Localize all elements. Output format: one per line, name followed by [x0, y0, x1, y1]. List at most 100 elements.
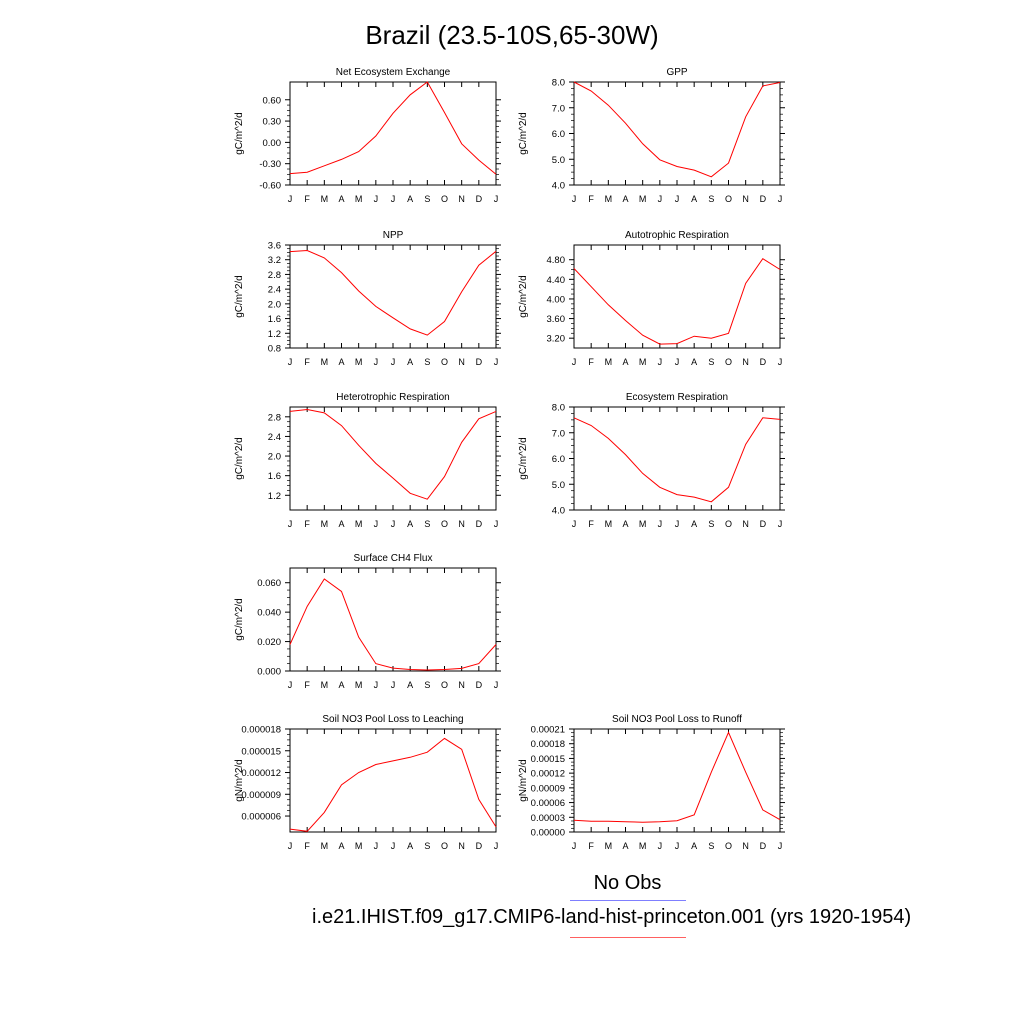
y-axis-label: gC/m^2/d: [518, 437, 529, 480]
x-tick-label: N: [458, 357, 465, 367]
y-tick-label: 5.0: [552, 480, 565, 491]
y-tick-label: 3.60: [547, 314, 566, 325]
x-tick-label: F: [304, 680, 310, 690]
legend-run-label: i.e21.IHIST.f09_g17.CMIP6-land-hist-prin…: [312, 906, 912, 928]
x-tick-label: A: [407, 357, 413, 367]
y-tick-label: 4.00: [547, 294, 566, 305]
y-tick-label: 1.2: [268, 491, 281, 502]
x-tick-label: F: [304, 519, 310, 529]
x-tick-label: S: [708, 194, 714, 204]
plot-frame: [573, 244, 781, 349]
x-tick-label: J: [374, 357, 379, 367]
x-tick-label: M: [321, 519, 329, 529]
y-tick-label: 2.0: [268, 299, 281, 310]
x-tick-label: M: [605, 357, 613, 367]
x-tick-label: D: [760, 194, 767, 204]
x-tick-label: O: [725, 194, 732, 204]
y-tick-label: 0.00000: [531, 828, 565, 839]
y-tick-label: 7.0: [552, 103, 565, 114]
x-tick-label: S: [708, 357, 714, 367]
x-tick-label: J: [494, 680, 499, 690]
y-tick-label: 5.0: [552, 155, 565, 166]
x-tick-label: J: [391, 841, 396, 851]
chart-title: Net Ecosystem Exchange: [336, 67, 451, 78]
x-tick-label: J: [572, 841, 577, 851]
x-tick-label: J: [494, 194, 499, 204]
x-tick-label: M: [605, 841, 613, 851]
y-tick-label: 2.4: [268, 432, 281, 443]
x-tick-label: N: [742, 357, 749, 367]
x-tick-label: D: [476, 194, 483, 204]
y-tick-label: 0.000012: [241, 768, 281, 779]
y-tick-label: 0.000009: [241, 790, 281, 801]
x-tick-label: J: [288, 357, 293, 367]
x-tick-label: A: [338, 519, 344, 529]
x-tick-label: D: [760, 519, 767, 529]
x-tick-label: M: [355, 357, 363, 367]
x-tick-label: M: [321, 194, 329, 204]
x-tick-label: F: [304, 357, 310, 367]
x-tick-label: O: [441, 194, 448, 204]
y-tick-label: -0.60: [259, 181, 281, 192]
x-tick-label: D: [476, 519, 483, 529]
x-tick-label: J: [288, 194, 293, 204]
chart-title: Soil NO3 Pool Loss to Runoff: [612, 714, 742, 725]
x-tick-label: D: [760, 357, 767, 367]
x-tick-label: F: [304, 194, 310, 204]
legend-no-obs-label: No Obs: [593, 872, 662, 894]
y-tick-label: 6.0: [552, 129, 565, 140]
x-tick-label: A: [622, 519, 628, 529]
x-tick-label: J: [494, 519, 499, 529]
y-axis-label: gC/m^2/d: [518, 112, 529, 155]
x-tick-label: F: [588, 519, 594, 529]
y-axis-label: gC/m^2/d: [234, 112, 245, 155]
y-tick-label: 0.000: [257, 667, 281, 678]
x-tick-label: J: [778, 357, 783, 367]
series-line: [573, 417, 781, 503]
x-tick-label: J: [494, 357, 499, 367]
x-tick-label: N: [742, 194, 749, 204]
x-tick-label: J: [572, 194, 577, 204]
chart-panel-8: Soil NO3 Pool Loss to Leaching gN/m^2/d J F…: [234, 714, 501, 851]
y-axis-label: gC/m^2/d: [234, 437, 245, 480]
x-tick-label: J: [391, 194, 396, 204]
x-tick-label: J: [658, 194, 663, 204]
x-tick-label: J: [288, 680, 293, 690]
x-tick-label: M: [321, 841, 329, 851]
x-tick-label: O: [725, 519, 732, 529]
x-tick-label: J: [374, 194, 379, 204]
x-tick-label: J: [572, 519, 577, 529]
x-tick-label: N: [458, 680, 465, 690]
y-tick-label: 3.2: [268, 255, 281, 266]
x-tick-label: A: [622, 194, 628, 204]
series-line: [289, 249, 497, 336]
series-line: [573, 258, 781, 345]
y-tick-label: 0.00018: [531, 739, 565, 750]
y-tick-label: 0.020: [257, 637, 281, 648]
x-tick-label: J: [374, 519, 379, 529]
series-line: [289, 737, 497, 832]
y-tick-label: 0.00012: [531, 769, 565, 780]
x-tick-label: O: [441, 519, 448, 529]
x-tick-label: S: [424, 194, 430, 204]
x-tick-label: F: [588, 194, 594, 204]
y-axis-label: gC/m^2/d: [234, 598, 245, 641]
y-tick-label: 4.80: [547, 255, 566, 266]
x-tick-label: S: [424, 519, 430, 529]
chart-title: Autotrophic Respiration: [625, 230, 729, 241]
y-tick-label: 8.0: [552, 78, 565, 89]
x-tick-label: O: [441, 357, 448, 367]
x-tick-label: J: [374, 841, 379, 851]
series-line: [573, 81, 781, 178]
x-tick-label: N: [458, 519, 465, 529]
y-tick-label: 0.00021: [531, 725, 565, 736]
x-tick-label: M: [355, 680, 363, 690]
x-tick-label: F: [304, 841, 310, 851]
